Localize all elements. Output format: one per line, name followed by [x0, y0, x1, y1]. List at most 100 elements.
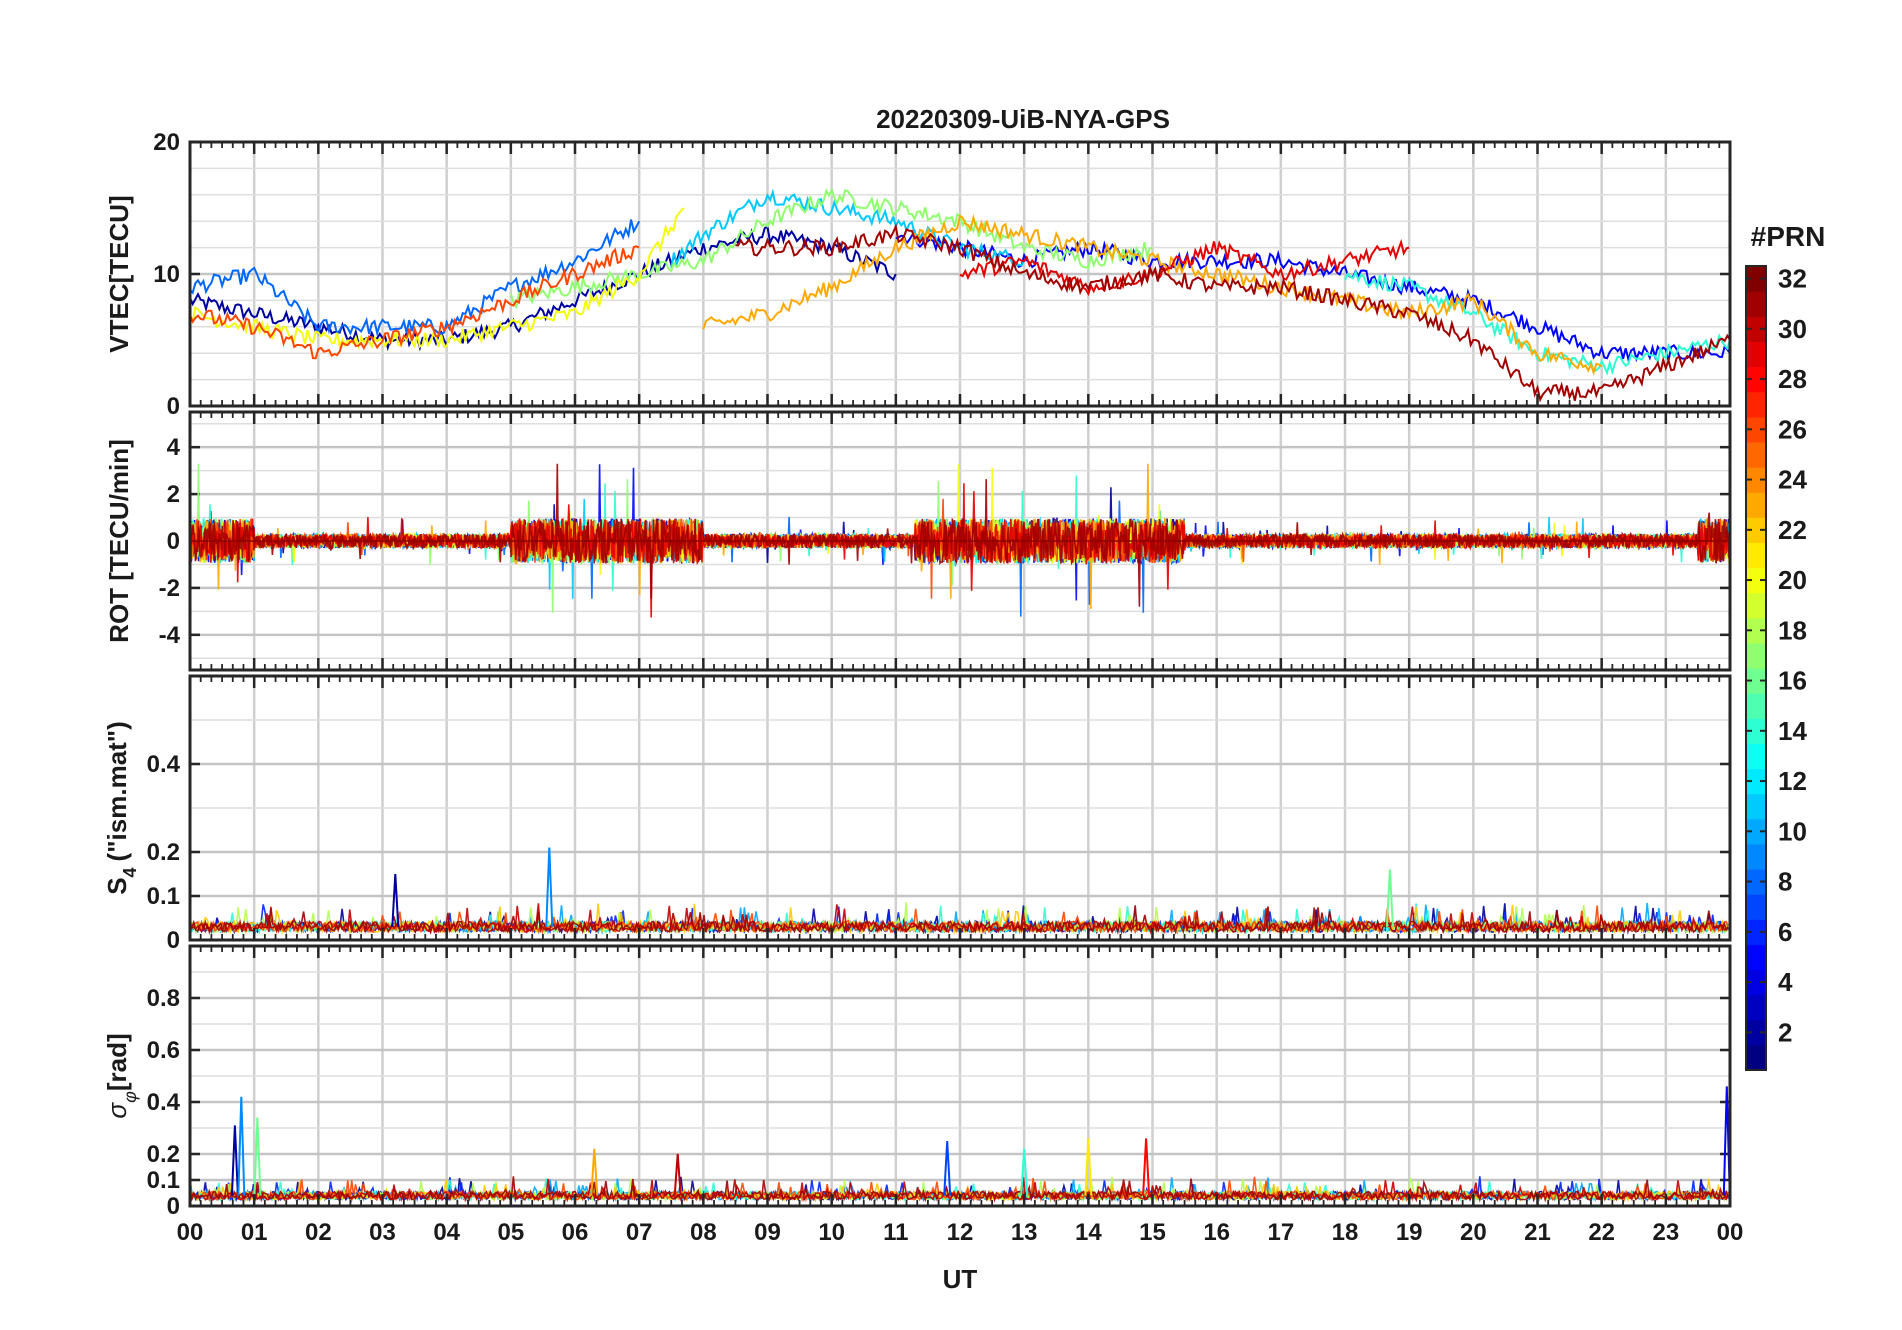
x-tick-label: 00 [1717, 1219, 1744, 1246]
colorbar-segment [1746, 1019, 1766, 1046]
series-line-prn-14 [1344, 269, 1730, 376]
y-tick-label: 2 [167, 481, 180, 508]
colorbar-tick-label: 12 [1778, 766, 1807, 796]
y-axis-title-s4: S4 ("ism.mat") [102, 721, 140, 895]
x-tick-label: 17 [1267, 1219, 1294, 1246]
x-tick-label: 22 [1588, 1219, 1615, 1246]
peak-spike [253, 1117, 262, 1196]
colorbar-segment [1746, 291, 1766, 317]
x-tick-label: 20 [1460, 1219, 1487, 1246]
y-tick-label: 4 [167, 434, 181, 461]
y-tick-label: 0.1 [147, 883, 180, 910]
x-tick-label: 08 [690, 1219, 717, 1246]
x-tick-label: 02 [305, 1219, 332, 1246]
panel-sigma_phi: 00.10.2 0.4 0.6 0.8 σφ[rad] [102, 944, 1732, 1220]
y-tick-label: 0.8 [147, 985, 180, 1012]
y-axis-title-sigma-symbol: σ [102, 1102, 132, 1119]
colorbar-tick-label: 18 [1778, 615, 1807, 645]
x-axis: 00 01 02 03 04 05 06 07 08 09 10 11 12 13 14 15 16 17 18 19… [177, 1219, 1744, 1246]
x-tick-label: 12 [947, 1219, 974, 1246]
colorbar-segment [1746, 919, 1766, 945]
colorbar-tick-label: 20 [1778, 565, 1807, 595]
colorbar-segment [1746, 567, 1766, 594]
colorbar-tick-label: 16 [1778, 666, 1807, 696]
y-tick-label: 0 [167, 393, 180, 420]
peak-spike [590, 1148, 599, 1196]
y-axis-title-phi-subscript: φ [120, 1091, 140, 1103]
panel-s4: 0 0.1 0.2 0.4 S4 ("ism.mat") [102, 674, 1732, 954]
colorbar-segment [1746, 642, 1766, 669]
x-tick-label: 00 [177, 1219, 204, 1246]
peak-spike [1084, 1138, 1093, 1196]
x-tick-label: 09 [754, 1219, 781, 1246]
y-axis-title-vtec: VTEC[TECU] [104, 195, 134, 352]
chart-title: 20220309-UiB-NYA-GPS [876, 104, 1170, 134]
colorbar-segment [1746, 894, 1766, 920]
y-tick-label: -4 [159, 622, 181, 649]
colorbar-tick-label: 2 [1778, 1017, 1792, 1047]
peak-spike [230, 1125, 239, 1196]
panel-rot: -4 -2 0 2 4 ROT [TECU/min] [104, 410, 1732, 672]
colorbar-frame [1745, 265, 1767, 1071]
x-tick-label: 11 [883, 1219, 908, 1246]
colorbar-segment [1746, 617, 1766, 644]
colorbar-tick-label: 30 [1778, 314, 1807, 344]
colorbar-segment [1746, 341, 1766, 368]
x-tick-label: 21 [1524, 1219, 1551, 1246]
x-tick-label: 05 [497, 1219, 524, 1246]
colorbar-segment [1746, 542, 1766, 569]
y-tick-label: 0.6 [147, 1037, 180, 1064]
series-line-prn-29 [959, 238, 1410, 297]
x-tick-label: 19 [1396, 1219, 1423, 1246]
colorbar-title: #PRN [1751, 221, 1826, 252]
x-tick-label: 03 [369, 1219, 396, 1246]
colorbar-segment [1746, 1044, 1766, 1071]
colorbar-segment [1746, 441, 1766, 468]
x-axis-title: UT [943, 1264, 978, 1294]
colorbar-segment [1746, 391, 1766, 418]
x-tick-label: 18 [1332, 1219, 1359, 1246]
colorbar-segment [1746, 592, 1766, 619]
y-tick-label: 0.2 [147, 1141, 180, 1168]
data-traces-rot [190, 463, 1730, 618]
y-tick-label: 0.4 [147, 751, 181, 778]
panel-vtec: 0 10 20 VTEC[TECU] [104, 129, 1732, 420]
y-tick-label: 0.1 [147, 1167, 180, 1194]
colorbar-tick-label: 8 [1778, 867, 1792, 897]
colorbar-segment [1746, 467, 1766, 493]
y-tick-label: 20 [153, 129, 180, 156]
x-tick-label: 10 [818, 1219, 845, 1246]
x-tick-label: 06 [562, 1219, 589, 1246]
colorbar-tick-label: 4 [1778, 967, 1793, 997]
y-axis-title-s4-symbol: S [102, 877, 132, 894]
colorbar-segment [1746, 869, 1766, 895]
peak-spike [391, 873, 400, 927]
colorbar-tick-label: 10 [1778, 816, 1807, 846]
y-tick-label: 0 [167, 1193, 180, 1220]
colorbar-segment [1746, 316, 1766, 342]
y-axis-title-unit: [rad] [102, 1033, 132, 1091]
colorbar-segment [1746, 818, 1766, 845]
x-tick-label: 13 [1011, 1219, 1038, 1246]
peak-spike [1385, 869, 1394, 927]
colorbar-segment [1746, 944, 1766, 971]
colorbar-segment [1746, 693, 1766, 719]
colorbar-segment [1746, 366, 1766, 393]
colorbar-segment [1746, 718, 1766, 744]
series-line-prn-20 [190, 207, 685, 350]
x-tick-label: 07 [626, 1219, 653, 1246]
peak-spike [673, 1153, 682, 1196]
y-axis-title-sigma-phi: σφ[rad] [102, 1033, 140, 1118]
peak-spike [1020, 1148, 1029, 1196]
y-axis-title-s4-source: ("ism.mat") [102, 721, 132, 861]
series-line-prn-23 [702, 213, 1603, 376]
series-line-prn-17 [509, 186, 1153, 310]
colorbar-segment [1746, 843, 1766, 870]
peak-spike [545, 847, 554, 927]
series-line-prn-2 [190, 225, 897, 352]
colorbar-tick-label: 22 [1778, 515, 1807, 545]
colorbar-segment [1746, 266, 1766, 292]
x-tick-label: 16 [1203, 1219, 1230, 1246]
